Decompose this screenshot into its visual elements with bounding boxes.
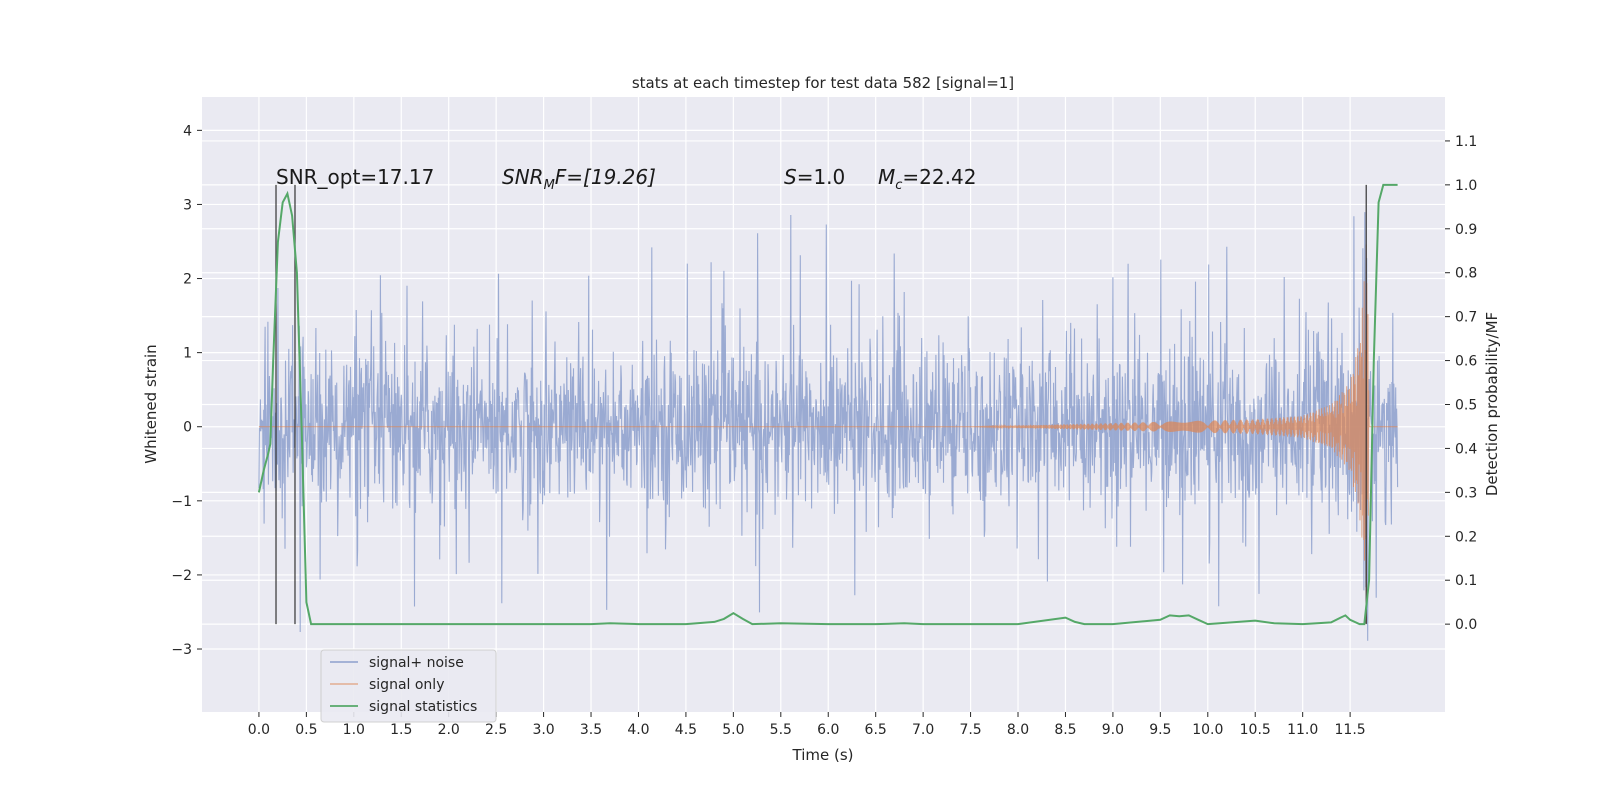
y-right-tick-label-6: 0.6 (1455, 354, 1477, 370)
x-tick-label-9: 4.5 (675, 722, 697, 738)
annotation-mc: Mc=22.42 (878, 165, 976, 193)
legend-box (320, 649, 497, 723)
x-tick-label-13: 6.5 (865, 722, 887, 738)
y-right-tick-label-3: 0.3 (1455, 485, 1477, 501)
y-right-tick-label-0: 0.0 (1455, 617, 1477, 633)
y-left-tick-label-4: 1 (183, 346, 192, 362)
y-right-tick-label-2: 0.2 (1455, 529, 1477, 545)
x-tick-label-0: 0.0 (248, 722, 270, 738)
annotation-s: S=1.0 (784, 165, 845, 189)
x-tick-label-6: 3.0 (532, 722, 554, 738)
x-tick-label-21: 10.5 (1240, 722, 1271, 738)
signal-plus-noise-series (258, 212, 1399, 641)
axis-ticks: 0.0 0.5 1.0 1.5 2.0 2.5 3.0 3.5 4.0 4.5 5.0 5.5 6.0 6… (171, 123, 1477, 738)
legend-label-signal-statistics: signal statistics (369, 699, 477, 715)
x-tick-label-19: 9.5 (1149, 722, 1171, 738)
y-left-tick-label-6: 3 (183, 197, 192, 213)
signal-only-series (258, 244, 1398, 624)
x-tick-label-17: 8.5 (1054, 722, 1076, 738)
x-axis-label: Time (s) (792, 746, 854, 764)
signal-statistics-series (257, 183, 1398, 626)
y-left-tick-label-2: −1 (171, 494, 192, 510)
y-axis-label-right: Detection probability/MF (1483, 312, 1501, 496)
legend-label-signal-only: signal only (369, 677, 444, 693)
y-right-tick-label-11: 1.1 (1455, 134, 1477, 150)
x-tick-label-22: 11.0 (1287, 722, 1318, 738)
x-tick-label-8: 4.0 (627, 722, 649, 738)
x-tick-label-5: 2.5 (485, 722, 507, 738)
y-right-tick-label-9: 0.9 (1455, 222, 1477, 238)
series-signal-only-line (258, 244, 1398, 624)
y-right-tick-label-8: 0.8 (1455, 266, 1477, 282)
grid (202, 97, 1445, 712)
y-right-tick-label-1: 0.1 (1455, 573, 1477, 589)
x-tick-label-1: 0.5 (295, 722, 317, 738)
x-tick-label-2: 1.0 (343, 722, 365, 738)
x-tick-label-23: 11.5 (1335, 722, 1366, 738)
x-tick-label-10: 5.0 (722, 722, 744, 738)
y-right-tick-label-7: 0.7 (1455, 310, 1477, 326)
x-tick-label-18: 9.0 (1102, 722, 1124, 738)
x-tick-label-15: 7.5 (959, 722, 981, 738)
legend-label-signal-plus-noise: signal+ noise (369, 655, 464, 671)
y-right-tick-label-5: 0.5 (1455, 398, 1477, 414)
y-right-tick-label-4: 0.4 (1455, 441, 1477, 457)
x-tick-label-12: 6.0 (817, 722, 839, 738)
x-tick-label-4: 2.0 (438, 722, 460, 738)
chart-title: stats at each timestep for test data 582… (632, 74, 1014, 92)
y-left-tick-label-7: 4 (183, 123, 192, 139)
series-signal-plus-noise-line (258, 212, 1399, 641)
y-left-tick-label-1: −2 (171, 568, 192, 584)
y-left-tick-label-5: 2 (183, 272, 192, 288)
y-axis-label-left: Whitened strain (142, 344, 160, 463)
x-tick-label-11: 5.5 (770, 722, 792, 738)
x-tick-label-7: 3.5 (580, 722, 602, 738)
y-left-tick-label-3: 0 (183, 420, 192, 436)
legend: signal+ noise signal only signal statist… (320, 649, 497, 723)
annotation-snr-mf: SNRMF=[19.26] (502, 165, 656, 193)
x-tick-label-3: 1.5 (390, 722, 412, 738)
x-tick-label-14: 7.0 (912, 722, 934, 738)
x-tick-label-20: 10.0 (1192, 722, 1223, 738)
y-left-tick-label-0: −3 (171, 642, 192, 658)
x-tick-label-16: 8.0 (1007, 722, 1029, 738)
y-right-tick-label-10: 1.0 (1455, 178, 1477, 194)
annotation-snr-opt: SNR_opt=17.17 (276, 165, 434, 189)
series-signal-statistics-line (257, 183, 1398, 626)
